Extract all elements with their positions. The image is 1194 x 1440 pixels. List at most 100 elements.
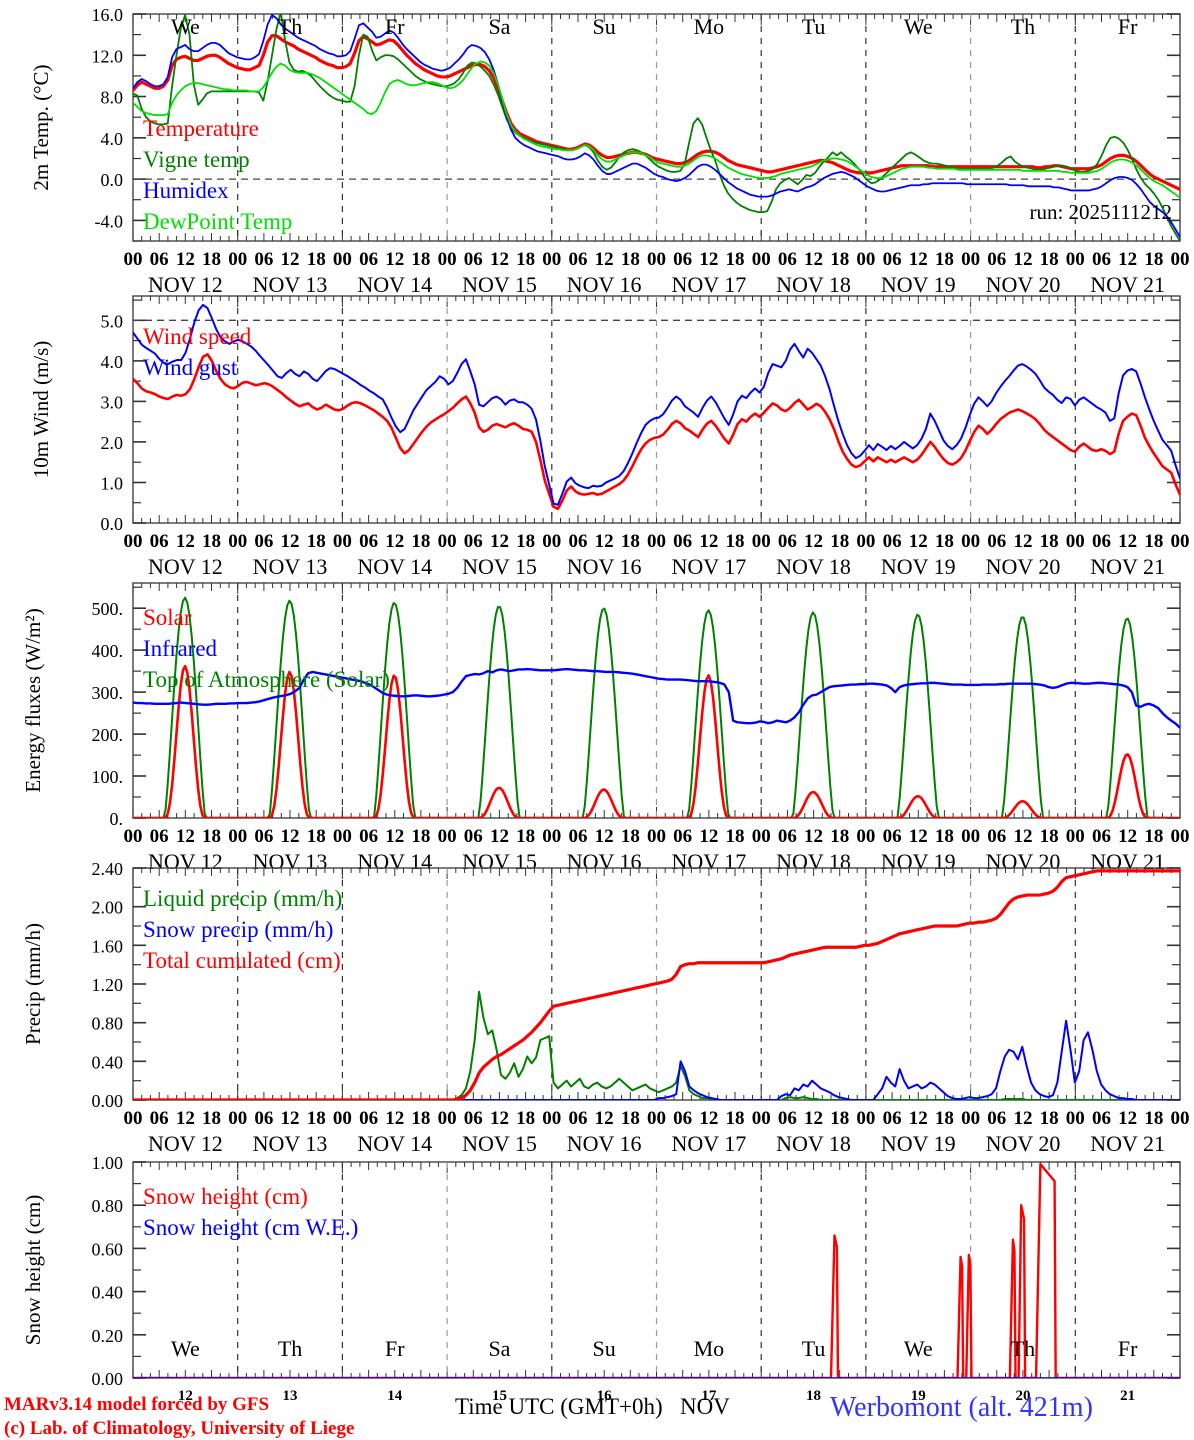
- xtick-hour-precip-2-0: 00: [333, 1108, 352, 1129]
- xtick-hour-temperature-0-0: 00: [124, 249, 143, 270]
- footer-time-axis-label: Time UTC (GMT+0h): [455, 1394, 663, 1419]
- xtick-hour-energy_fluxes-2-0: 00: [333, 826, 352, 847]
- xtick-hour-precip-5-2: 12: [699, 1108, 718, 1129]
- y-ticks-energy_fluxes: 0. 100. 200. 300. 400. 500.: [92, 586, 1180, 829]
- xtick-hour-temperature-1-1: 06: [254, 249, 273, 270]
- xtick-hour-precip-4-2: 12: [595, 1108, 614, 1129]
- xtick-date-temperature-5: NOV 17: [671, 272, 746, 297]
- panel-wind: 0.0 1.0 2.0 3.0 4.0 5.0 Wind speed Wind gust 10m…: [29, 295, 1190, 579]
- xtick-hour-precip-2-2: 12: [385, 1108, 404, 1129]
- ytick-precip-0: 0.00: [92, 1091, 124, 1111]
- xtick-hour-wind-9-0: 00: [1066, 531, 1085, 552]
- xtick-hour-energy_fluxes-2-2: 12: [385, 826, 404, 847]
- xtick-date-wind-4: NOV 16: [567, 554, 642, 579]
- xtick-hour-wind-1-2: 12: [281, 531, 300, 552]
- xtick-date-precip-4: NOV 16: [567, 1131, 642, 1156]
- ytick-wind-5: 5.0: [101, 311, 124, 331]
- series-precip-1: [133, 1019, 1180, 1100]
- footer-model-line: MARv3.14 model forced by GFS: [4, 1394, 269, 1415]
- xtick-hour-energy_fluxes-7-3: 18: [935, 826, 954, 847]
- legend-precip-2: Total cumulated (cm): [143, 948, 341, 973]
- xtick-hour-energy_fluxes-0-0: 00: [124, 826, 143, 847]
- xtick-hour-wind-2-3: 18: [411, 531, 430, 552]
- xtick-hour-temperature-9-1: 06: [1092, 249, 1111, 270]
- xtick-hour-energy_fluxes-8-0: 00: [961, 826, 980, 847]
- xtick-hour-energy_fluxes-9-1: 06: [1092, 826, 1111, 847]
- xtick-hour-energy_fluxes-5-1: 06: [673, 826, 692, 847]
- xtick-daynum-1: 13: [283, 1388, 298, 1404]
- series-solar: [133, 664, 1180, 818]
- xtick-hour-temperature-0-2: 12: [176, 249, 195, 270]
- xtick-hour-wind-1-3: 18: [307, 531, 326, 552]
- ytick-precip-4: 1.60: [92, 936, 124, 956]
- xtick-hour-wind-7-3: 18: [935, 531, 954, 552]
- dayname-snow_height-9: Fr: [1118, 1336, 1138, 1361]
- ytick-wind-2: 2.0: [101, 433, 124, 453]
- xtick-hour-temperature-9-3: 18: [1144, 249, 1163, 270]
- ytick-wind-4: 4.0: [101, 352, 124, 372]
- legend-wind: Wind speed Wind gust: [143, 324, 252, 380]
- xtick-hour-temperature-2-1: 06: [359, 249, 378, 270]
- dayname-temperature-4: Su: [593, 14, 616, 39]
- xtick-date-precip-5: NOV 17: [671, 1131, 746, 1156]
- dayname-snow_height-7: We: [904, 1336, 933, 1361]
- xtick-hour-temperature-4-1: 06: [568, 249, 587, 270]
- dayname-temperature-0: We: [171, 14, 200, 39]
- xtick-hour-temperature-5-2: 12: [699, 249, 718, 270]
- xtick-daynum-0: 12: [178, 1388, 193, 1404]
- xtick-hour-temperature-9-0: 00: [1066, 249, 1085, 270]
- xtick-date-wind-1: NOV 13: [253, 554, 328, 579]
- xtick-hour-energy_fluxes-8-2: 12: [1013, 826, 1032, 847]
- xtick-hour-precip-1-0: 00: [228, 1108, 247, 1129]
- xtick-hour-energy_fluxes-0-1: 06: [150, 826, 169, 847]
- xtick-hour-precip-9-1: 06: [1092, 1108, 1111, 1129]
- xtick-hour-energy_fluxes-4-3: 18: [621, 826, 640, 847]
- legend-wind-0: Wind speed: [143, 324, 252, 349]
- xtick-hour-precip-8-3: 18: [1040, 1108, 1059, 1129]
- legend-energy_fluxes-1: Infrared: [143, 636, 218, 661]
- xtick-date-wind-7: NOV 19: [881, 554, 956, 579]
- series-group-precip: [133, 869, 1180, 1100]
- ytick-precip-1: 0.40: [92, 1052, 124, 1072]
- ytick-wind-1: 1.0: [101, 474, 124, 494]
- xtick-date-wind-2: NOV 14: [357, 554, 432, 579]
- xtick-hour-precip-5-3: 18: [726, 1108, 745, 1129]
- xtick-hour-precip-0-3: 18: [202, 1108, 221, 1129]
- xtick-hour-energy_fluxes-5-0: 00: [647, 826, 666, 847]
- xaxis-labels-temperature: 00 06 12 18 00 06 12 18 00 06 12 18 00 06 12 18 00 06 12 18…: [124, 249, 1190, 297]
- legend-energy_fluxes: Solar Infrared Top of Atmosphere (Solar): [143, 605, 390, 692]
- ylabel-energy_fluxes: Energy fluxes (W/m²): [21, 608, 45, 792]
- ytick-precip-2: 0.80: [92, 1014, 124, 1034]
- xtick-hour-energy_fluxes-4-0: 00: [542, 826, 561, 847]
- dayname-snow_height-3: Sa: [488, 1336, 510, 1361]
- legend-snow_height: Snow height (cm) Snow height (cm W.E.): [143, 1184, 358, 1240]
- xtick-hour-energy_fluxes-4-1: 06: [568, 826, 587, 847]
- xtick-hour-wind-4-0: 00: [542, 531, 561, 552]
- dayname-snow_height-2: Fr: [385, 1336, 405, 1361]
- xtick-hour-wind-7-1: 06: [883, 531, 902, 552]
- xtick-hour-temperature-7-2: 12: [909, 249, 928, 270]
- ytick-energy_fluxes-0: 0.: [110, 809, 124, 829]
- xtick-hour-energy_fluxes-7-2: 12: [909, 826, 928, 847]
- dayname-snow_height-6: Tu: [802, 1336, 826, 1361]
- dayname-snow_height-4: Su: [593, 1336, 616, 1361]
- xtick-daynum-6: 18: [806, 1388, 821, 1404]
- xtick-hour-temperature-6-1: 06: [778, 249, 797, 270]
- ytick-temperature-4: 12.0: [92, 46, 124, 66]
- xtick-date-wind-5: NOV 17: [671, 554, 746, 579]
- ytick-energy_fluxes-2: 200.: [92, 725, 124, 745]
- series-temperature-3: [133, 60, 1180, 199]
- run-label: run: 2025111212: [1029, 200, 1172, 224]
- xtick-hour-wind-4-3: 18: [621, 531, 640, 552]
- ytick-snow_height-2: 0.40: [92, 1283, 124, 1303]
- xtick-hour-energy_fluxes-3-1: 06: [464, 826, 483, 847]
- xtick-hour-temperature-5-0: 00: [647, 249, 666, 270]
- xtick-hour-temperature-3-2: 12: [490, 249, 509, 270]
- series-wind-1: [133, 303, 1180, 506]
- xtick-hour-precip-6-1: 06: [778, 1108, 797, 1129]
- ytick-snow_height-4: 0.80: [92, 1196, 124, 1216]
- xtick-hour-precip-3-0: 00: [438, 1108, 457, 1129]
- xtick-date-temperature-4: NOV 16: [567, 272, 642, 297]
- dayname-snow_height-0: We: [171, 1336, 200, 1361]
